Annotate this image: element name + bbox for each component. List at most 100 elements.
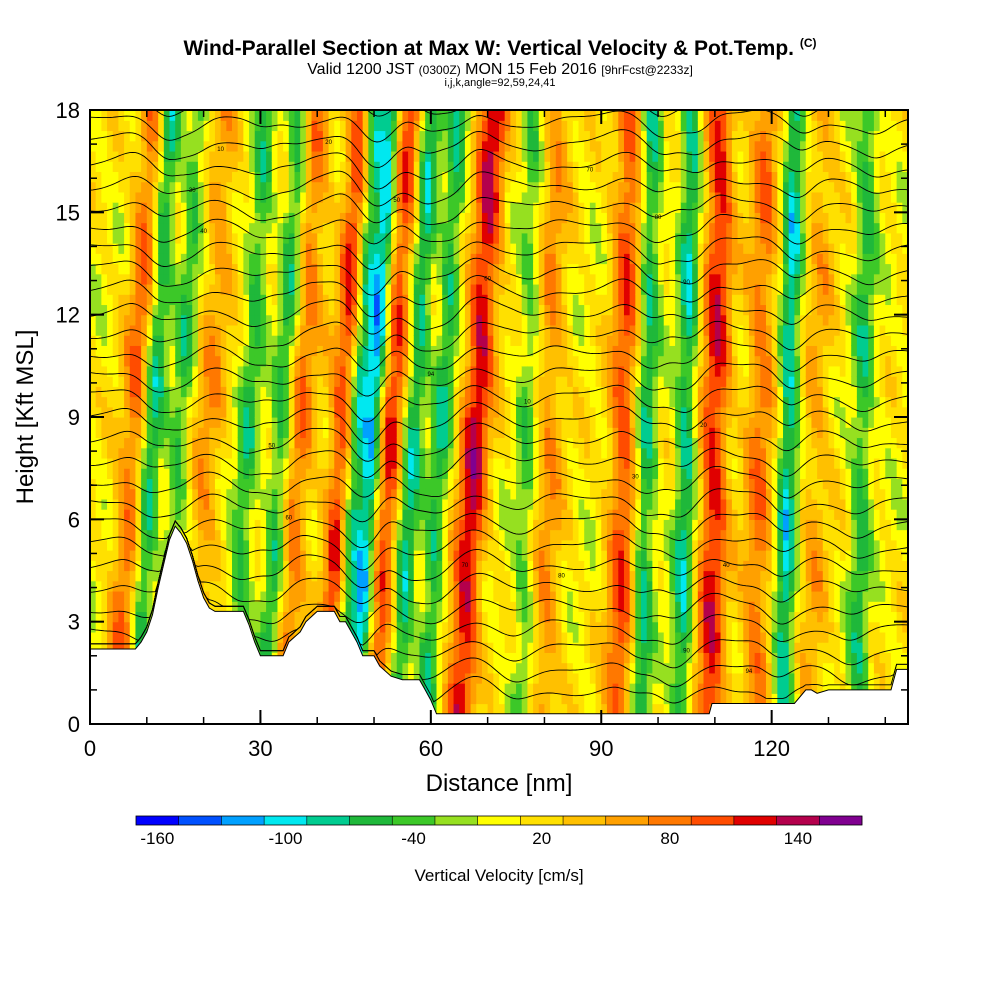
field-cell (385, 273, 392, 285)
field-cell (107, 202, 114, 213)
field-cell (527, 457, 534, 469)
field-cell (107, 212, 114, 224)
field-cell (300, 580, 307, 592)
field-cell (249, 580, 256, 592)
field-cell (209, 324, 216, 336)
field-cell (430, 161, 438, 172)
field-cell (487, 191, 494, 203)
field-cell (499, 519, 506, 531)
field-cell (95, 539, 102, 551)
field-cell (243, 130, 250, 142)
field-cell (538, 662, 546, 674)
field-cell (243, 519, 250, 531)
field-cell (158, 427, 165, 439)
field-cell (249, 386, 256, 398)
field-cell (555, 396, 563, 408)
field-cell (118, 457, 125, 469)
field-cell (391, 283, 398, 295)
field-cell (425, 161, 432, 172)
field-cell (459, 171, 466, 183)
field-cell (544, 529, 551, 541)
field-cell (476, 560, 483, 572)
field-cell (356, 488, 364, 500)
field-cell (305, 590, 313, 602)
field-cell (203, 181, 210, 193)
field-cell (425, 130, 432, 142)
field-cell (328, 191, 335, 203)
field-cell (90, 110, 97, 121)
field-cell (521, 611, 529, 623)
field-cell (226, 427, 233, 439)
field-cell (379, 283, 386, 295)
field-cell (197, 304, 205, 316)
field-cell (442, 232, 449, 244)
field-cell (322, 488, 330, 500)
field-cell (385, 181, 392, 193)
field-cell (129, 161, 137, 172)
field-cell (146, 191, 154, 203)
field-cell (260, 590, 267, 602)
field-cell (419, 529, 426, 541)
field-cell (362, 478, 369, 490)
field-cell (260, 509, 267, 520)
field-cell (95, 611, 102, 623)
field-cell (425, 294, 432, 306)
field-cell (107, 621, 114, 633)
field-cell (408, 365, 415, 377)
field-cell (391, 243, 398, 254)
field-cell (266, 427, 273, 439)
field-cell (271, 396, 279, 408)
field-cell (141, 498, 148, 510)
field-cell (226, 498, 233, 510)
field-cell (436, 672, 443, 684)
field-cell (220, 171, 227, 183)
field-cell (266, 335, 273, 346)
field-cell (101, 478, 108, 490)
field-cell (232, 181, 239, 193)
field-cell (453, 222, 460, 234)
field-cell (197, 324, 205, 336)
field-cell (481, 631, 489, 643)
field-cell (112, 457, 120, 469)
field-cell (430, 550, 438, 561)
field-cell (186, 324, 193, 336)
field-cell (305, 601, 313, 613)
field-cell (197, 509, 205, 520)
field-cell (214, 294, 222, 306)
field-cell (464, 202, 472, 213)
field-cell (402, 283, 409, 295)
field-cell (493, 171, 500, 183)
field-cell (487, 345, 494, 357)
field-cell (374, 273, 381, 285)
field-cell (254, 437, 262, 449)
field-cell (266, 140, 273, 152)
field-cell (544, 161, 551, 172)
field-cell (180, 324, 188, 336)
field-cell (356, 212, 364, 224)
field-cell (254, 161, 262, 172)
field-cell (442, 601, 449, 613)
field-cell (447, 191, 455, 203)
field-cell (95, 232, 102, 244)
field-cell (356, 294, 364, 306)
field-cell (243, 263, 250, 275)
field-cell (345, 222, 352, 234)
field-cell (555, 683, 563, 694)
field-cell (538, 386, 546, 398)
field-cell (203, 498, 210, 510)
field-cell (203, 355, 210, 367)
field-cell (442, 150, 449, 162)
field-cell (391, 488, 398, 500)
field-cell (470, 406, 477, 418)
field-cell (351, 110, 358, 121)
field-cell (402, 621, 409, 633)
field-cell (305, 539, 313, 551)
field-cell (141, 263, 148, 275)
field-cell (135, 601, 142, 613)
field-cell (510, 150, 517, 162)
field-cell (300, 263, 307, 275)
field-cell (203, 590, 210, 602)
field-cell (453, 181, 460, 193)
field-cell (135, 437, 142, 449)
field-cell (464, 263, 472, 275)
